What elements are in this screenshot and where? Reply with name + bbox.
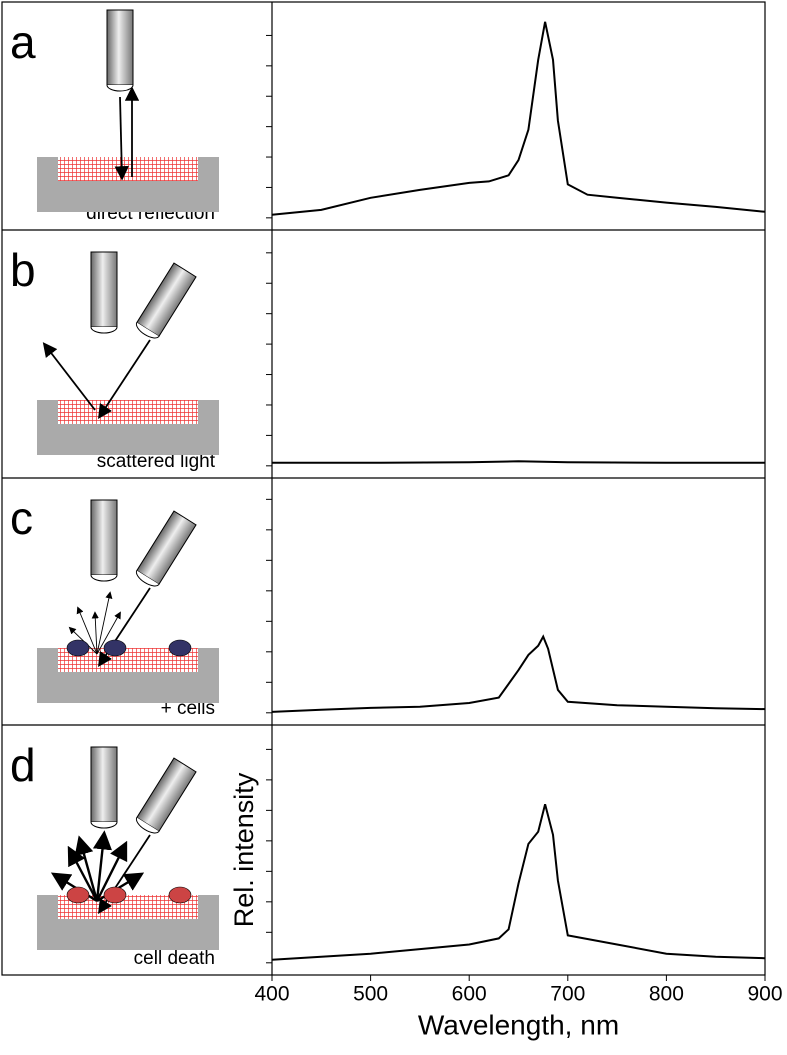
- figure-frame: [1, 1, 766, 976]
- spectrum-line: [271, 21, 766, 216]
- panel-caption: + cells: [161, 698, 215, 719]
- spectrum-line: [271, 634, 766, 713]
- cell: [66, 886, 90, 904]
- probe: [135, 757, 197, 834]
- panel-caption: cell death: [134, 948, 215, 969]
- arrow: [98, 339, 151, 420]
- grating: [58, 400, 198, 424]
- grating: [58, 157, 198, 181]
- x-tick-label: 800: [649, 983, 684, 1006]
- probe: [135, 262, 197, 339]
- panel-label: d: [10, 739, 36, 791]
- spectrum-line: [271, 804, 766, 961]
- y-axis-title: Rel. intensity: [229, 772, 259, 927]
- cell: [103, 886, 127, 904]
- x-tick-label: 900: [747, 983, 782, 1006]
- arrow: [67, 845, 99, 902]
- arrow: [92, 830, 113, 902]
- x-tick-label: 600: [452, 983, 487, 1006]
- x-tick-label: 500: [353, 983, 388, 1006]
- cell: [168, 886, 192, 904]
- panel-label: c: [10, 492, 33, 544]
- probe: [90, 251, 118, 334]
- x-axis-title: Wavelength, nm: [418, 1009, 619, 1040]
- x-tick-label: 400: [254, 983, 289, 1006]
- probe: [90, 499, 118, 582]
- arrow: [96, 611, 121, 655]
- cell: [103, 639, 127, 657]
- probe: [90, 746, 118, 829]
- arrow: [76, 606, 98, 655]
- arrow: [91, 611, 99, 655]
- arrow: [42, 342, 96, 411]
- panel-label: a: [10, 16, 36, 68]
- probe: [106, 9, 134, 92]
- probe: [135, 510, 197, 587]
- panel-label: b: [10, 244, 36, 296]
- arrow: [96, 591, 113, 655]
- panel-caption: scattered light: [97, 451, 216, 472]
- x-tick-label: 700: [550, 983, 585, 1006]
- cell: [66, 639, 90, 657]
- spectrum-line: [272, 460, 765, 464]
- cell: [168, 639, 192, 657]
- arrow: [95, 840, 128, 902]
- arrow: [114, 96, 129, 181]
